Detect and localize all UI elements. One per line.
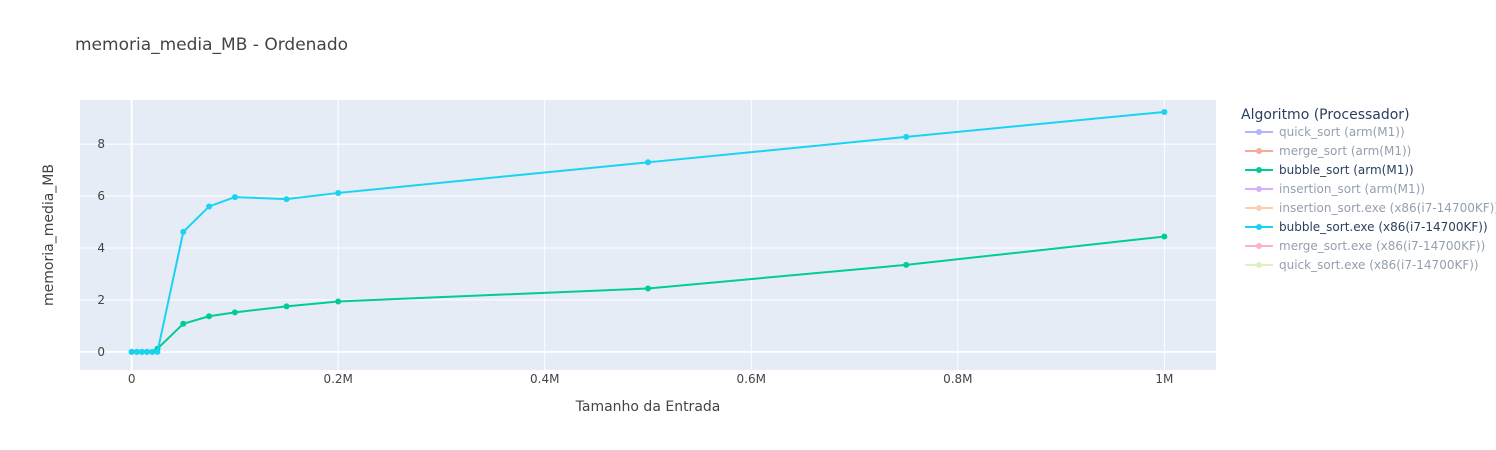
legend-title: Algoritmo (Processador) — [1241, 107, 1410, 123]
legend-label: insertion_sort.exe (x86(i7-14700KF)) — [1279, 201, 1496, 215]
data-point[interactable] — [128, 348, 135, 355]
legend-label: quick_sort (arm(M1)) — [1279, 125, 1405, 139]
data-point[interactable] — [206, 203, 213, 210]
data-point[interactable] — [645, 285, 651, 292]
x-tick-label: 1M — [1155, 372, 1173, 386]
data-point[interactable] — [1161, 108, 1168, 115]
plot-area[interactable] — [80, 100, 1216, 370]
y-tick-label: 8 — [97, 137, 105, 151]
data-point[interactable] — [206, 313, 213, 320]
legend: Algoritmo (Processador) quick_sort (arm(… — [1241, 107, 1496, 272]
legend-swatch-marker — [1256, 224, 1262, 230]
data-point[interactable] — [645, 159, 651, 166]
data-point[interactable] — [335, 298, 342, 305]
legend-label: merge_sort.exe (x86(i7-14700KF)) — [1279, 239, 1485, 253]
series-5 — [128, 108, 1168, 355]
legend-item[interactable]: quick_sort.exe (x86(i7-14700KF)) — [1245, 258, 1479, 272]
y-axis-ticks: 0 2 4 6 8 — [97, 137, 105, 359]
data-point[interactable] — [283, 303, 290, 310]
x-tick-label: 0.8M — [943, 372, 972, 386]
x-tick-label: 0.2M — [323, 372, 352, 386]
legend-item[interactable]: insertion_sort.exe (x86(i7-14700KF)) — [1245, 201, 1496, 215]
data-point[interactable] — [144, 348, 151, 355]
data-point[interactable] — [335, 189, 342, 196]
data-point[interactable] — [903, 133, 910, 140]
x-tick-label: 0.4M — [530, 372, 559, 386]
chart-title: memoria_media_MB - Ordenado — [75, 35, 348, 55]
legend-item[interactable]: quick_sort (arm(M1)) — [1245, 125, 1405, 139]
legend-label: merge_sort (arm(M1)) — [1279, 144, 1411, 158]
y-tick-label: 4 — [97, 241, 105, 255]
legend-swatch-marker — [1256, 262, 1262, 268]
data-point[interactable] — [1161, 233, 1168, 240]
data-point[interactable] — [180, 228, 187, 235]
data-point[interactable] — [231, 309, 238, 316]
legend-swatch-marker — [1256, 186, 1262, 192]
x-axis-ticks: 0 0.2M 0.4M 0.6M 0.8M 1M — [128, 372, 1174, 386]
legend-item[interactable]: bubble_sort (arm(M1)) — [1245, 163, 1414, 177]
legend-label: quick_sort.exe (x86(i7-14700KF)) — [1279, 258, 1479, 272]
legend-swatch-marker — [1256, 205, 1262, 211]
legend-swatch-marker — [1256, 243, 1262, 249]
y-axis-title: memoria_media_MB — [41, 164, 57, 306]
legend-label: bubble_sort.exe (x86(i7-14700KF)) — [1279, 220, 1488, 234]
legend-item[interactable]: insertion_sort (arm(M1)) — [1245, 182, 1425, 196]
data-point[interactable] — [149, 348, 156, 355]
legend-label: insertion_sort (arm(M1)) — [1279, 182, 1425, 196]
legend-item[interactable]: merge_sort (arm(M1)) — [1245, 144, 1411, 158]
data-point[interactable] — [180, 320, 187, 327]
x-tick-label: 0 — [128, 372, 136, 386]
legend-swatch-marker — [1256, 148, 1262, 154]
data-point[interactable] — [133, 348, 140, 355]
data-point[interactable] — [138, 348, 145, 355]
x-axis-title: Tamanho da Entrada — [575, 399, 721, 415]
legend-item[interactable]: merge_sort.exe (x86(i7-14700KF)) — [1245, 239, 1485, 253]
data-point[interactable] — [283, 196, 290, 203]
data-point[interactable] — [231, 194, 238, 201]
series-group — [128, 108, 1168, 355]
y-tick-label: 0 — [97, 345, 105, 359]
legend-swatch-marker — [1256, 167, 1262, 173]
legend-label: bubble_sort (arm(M1)) — [1279, 163, 1414, 177]
data-point[interactable] — [154, 348, 161, 355]
data-point[interactable] — [903, 261, 910, 268]
x-tick-label: 0.6M — [737, 372, 766, 386]
legend-swatch-marker — [1256, 129, 1262, 135]
y-tick-label: 2 — [97, 293, 105, 307]
legend-item[interactable]: bubble_sort.exe (x86(i7-14700KF)) — [1245, 220, 1488, 234]
y-tick-label: 6 — [97, 189, 105, 203]
